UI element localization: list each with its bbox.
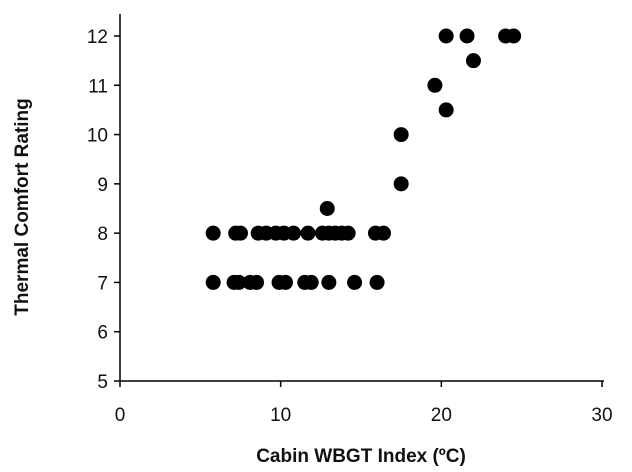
data-point: [506, 28, 522, 44]
x-tick-label: 20: [431, 405, 452, 426]
x-tick-label: 10: [270, 405, 291, 426]
x-axis: 0 10 20 30: [115, 380, 613, 426]
x-tick-label: 30: [591, 405, 612, 426]
y-tick-label: 6: [97, 323, 108, 344]
data-point: [465, 53, 481, 69]
data-point: [300, 225, 316, 241]
y-axis: 5 6 7 8 9 10 11 12: [87, 14, 121, 393]
data-point: [393, 127, 409, 143]
data-point: [321, 274, 337, 290]
data-point: [233, 225, 248, 241]
data-point: [277, 274, 293, 290]
data-point: [427, 77, 443, 93]
y-tick-label: 7: [97, 273, 108, 294]
data-point: [393, 176, 409, 192]
x-tick-label: 0: [115, 405, 126, 426]
data-point: [249, 274, 265, 290]
data-point: [438, 102, 454, 118]
data-point: [205, 274, 221, 290]
y-tick-label: 12: [87, 27, 108, 48]
y-tick-label: 9: [97, 175, 108, 196]
y-tick-label: 8: [97, 224, 108, 245]
data-point: [205, 225, 221, 241]
data-point: [375, 225, 391, 241]
y-tick-label: 5: [97, 372, 108, 393]
data-point: [369, 274, 385, 290]
data-point: [459, 28, 475, 44]
data-point: [303, 274, 319, 290]
data-point: [438, 28, 454, 44]
data-point: [340, 225, 356, 241]
y-axis-title: Thermal Comfort Rating: [12, 98, 33, 315]
x-axis-title: Cabin WBGT Index (ºC): [256, 446, 466, 467]
y-tick-label: 10: [87, 126, 108, 147]
data-point: [347, 274, 363, 290]
data-points: [205, 28, 522, 290]
y-tick-label: 11: [88, 76, 108, 97]
data-point: [319, 201, 335, 216]
data-point: [286, 225, 302, 241]
data-point: [231, 274, 247, 290]
